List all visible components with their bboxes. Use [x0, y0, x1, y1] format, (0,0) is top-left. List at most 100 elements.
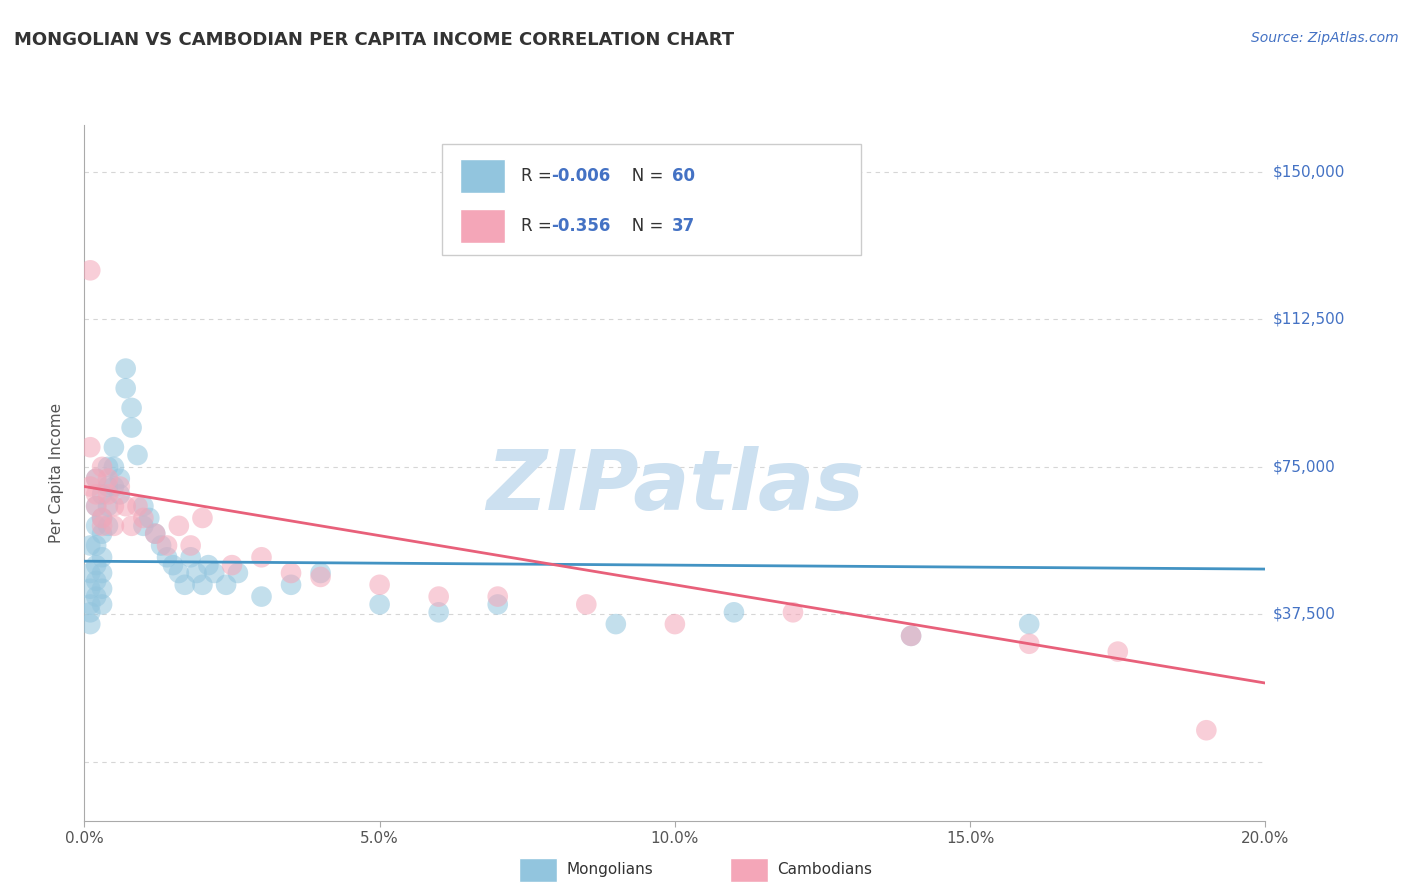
Point: [664, 617, 686, 632]
Point: [215, 578, 238, 592]
Text: 37: 37: [672, 217, 696, 235]
Point: [108, 487, 131, 501]
Point: [84, 472, 107, 486]
Text: Source: ZipAtlas.com: Source: ZipAtlas.com: [1251, 31, 1399, 45]
Text: MONGOLIAN VS CAMBODIAN PER CAPITA INCOME CORRELATION CHART: MONGOLIAN VS CAMBODIAN PER CAPITA INCOME…: [14, 31, 734, 49]
Point: [368, 598, 391, 612]
Point: [79, 566, 101, 580]
Point: [84, 558, 107, 573]
Point: [91, 511, 114, 525]
Point: [84, 574, 107, 588]
Point: [150, 539, 173, 553]
Point: [91, 550, 114, 565]
Text: N =: N =: [616, 217, 669, 235]
Point: [1107, 645, 1129, 659]
Point: [91, 518, 114, 533]
Point: [180, 550, 202, 565]
Point: [191, 511, 214, 525]
Text: 60: 60: [672, 167, 696, 185]
Point: [900, 629, 922, 643]
Y-axis label: Per Capita Income: Per Capita Income: [49, 402, 63, 543]
Point: [91, 582, 114, 596]
Text: Cambodians: Cambodians: [778, 863, 873, 877]
Point: [103, 440, 125, 454]
Point: [114, 381, 136, 395]
Point: [84, 590, 107, 604]
Point: [97, 472, 120, 486]
Text: $112,500: $112,500: [1272, 312, 1344, 327]
Point: [91, 526, 114, 541]
Text: Mongolians: Mongolians: [567, 863, 654, 877]
Point: [121, 518, 143, 533]
Point: [250, 590, 273, 604]
Point: [103, 479, 125, 493]
Point: [280, 578, 302, 592]
Point: [114, 499, 136, 513]
Text: ZIPatlas: ZIPatlas: [486, 446, 863, 527]
Point: [84, 487, 107, 501]
Point: [79, 479, 101, 493]
Point: [221, 558, 243, 573]
Point: [575, 598, 598, 612]
Point: [91, 459, 114, 474]
Point: [91, 511, 114, 525]
Text: -0.356: -0.356: [551, 217, 610, 235]
Text: R =: R =: [520, 217, 557, 235]
Text: $37,500: $37,500: [1272, 607, 1336, 622]
Point: [84, 499, 107, 513]
Point: [84, 472, 107, 486]
Text: N =: N =: [616, 167, 669, 185]
Point: [97, 479, 120, 493]
Point: [1018, 617, 1040, 632]
Point: [108, 479, 131, 493]
Point: [1195, 723, 1218, 738]
Point: [84, 539, 107, 553]
Point: [79, 605, 101, 619]
Point: [162, 558, 184, 573]
Point: [97, 499, 120, 513]
Point: [191, 578, 214, 592]
Point: [103, 499, 125, 513]
Point: [197, 558, 219, 573]
Point: [486, 598, 509, 612]
Text: $75,000: $75,000: [1272, 459, 1336, 475]
Point: [250, 550, 273, 565]
Point: [103, 459, 125, 474]
Point: [138, 511, 160, 525]
Point: [156, 550, 179, 565]
Point: [143, 526, 166, 541]
Point: [173, 578, 195, 592]
Point: [202, 566, 225, 580]
Point: [121, 401, 143, 415]
Point: [79, 440, 101, 454]
Point: [97, 459, 120, 474]
Point: [103, 518, 125, 533]
Point: [79, 617, 101, 632]
Point: [132, 518, 155, 533]
Point: [143, 526, 166, 541]
Point: [97, 518, 120, 533]
Point: [91, 598, 114, 612]
Point: [309, 570, 332, 584]
Point: [127, 499, 149, 513]
Point: [132, 499, 155, 513]
Point: [132, 511, 155, 525]
Point: [167, 566, 190, 580]
Point: [84, 518, 107, 533]
Point: [900, 629, 922, 643]
Point: [486, 590, 509, 604]
Point: [368, 578, 391, 592]
Point: [114, 361, 136, 376]
Point: [156, 539, 179, 553]
Point: [91, 487, 114, 501]
Point: [79, 539, 101, 553]
Text: $150,000: $150,000: [1272, 164, 1344, 179]
Point: [186, 566, 208, 580]
Point: [605, 617, 627, 632]
Point: [79, 263, 101, 277]
Point: [91, 566, 114, 580]
Point: [226, 566, 249, 580]
Point: [167, 518, 190, 533]
Point: [427, 590, 450, 604]
Point: [180, 539, 202, 553]
